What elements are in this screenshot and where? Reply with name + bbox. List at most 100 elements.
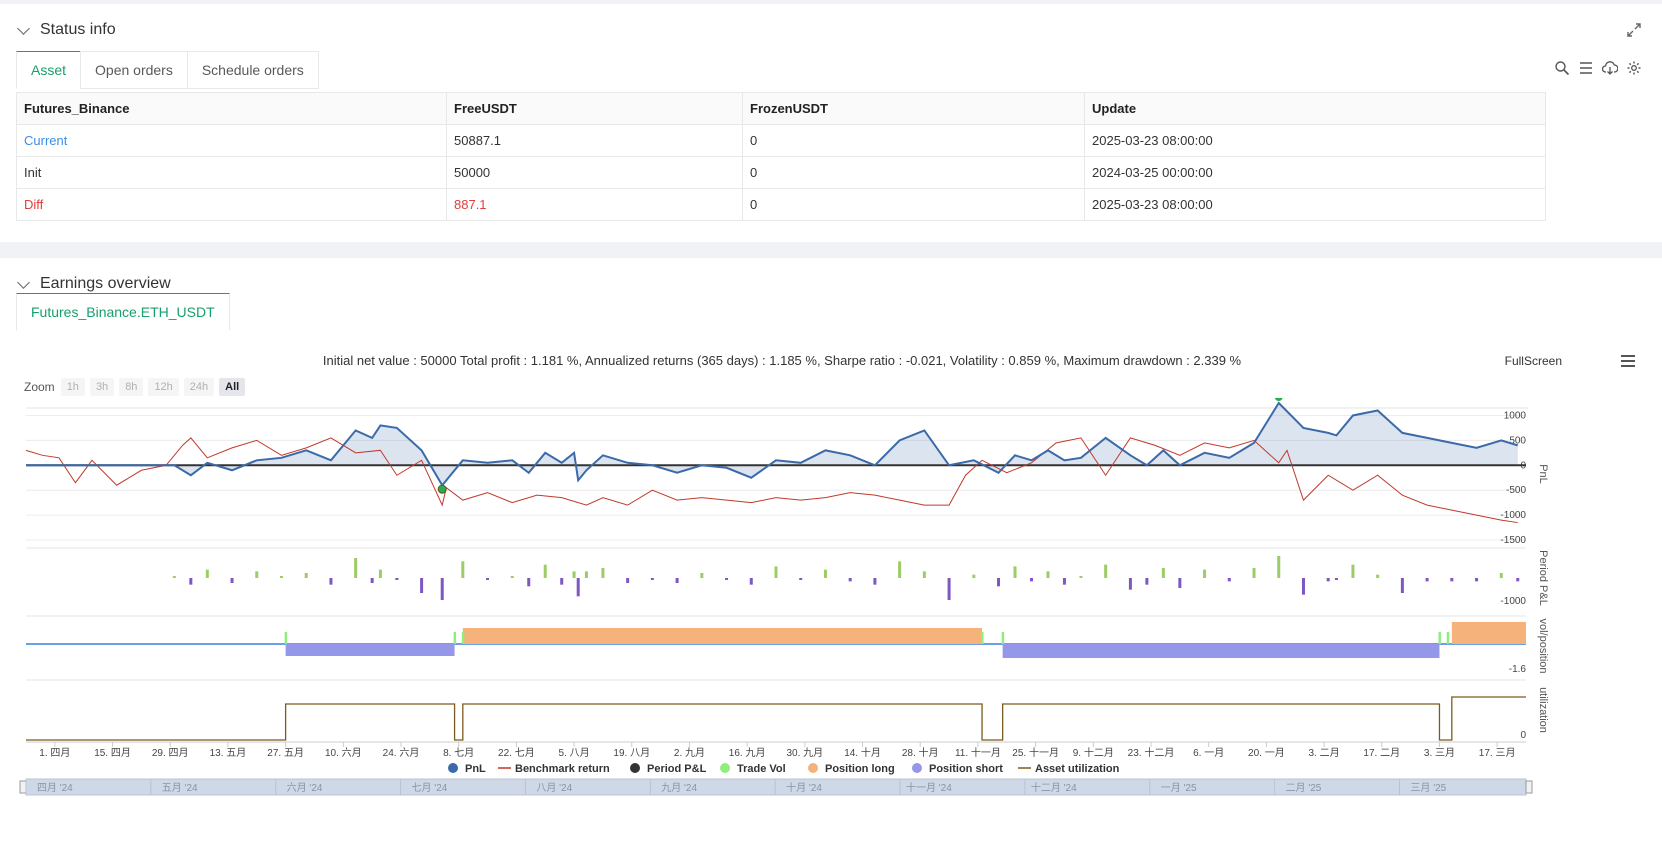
period-pnl-bar [205,569,209,578]
tab-futures-binance-eth-usdt[interactable]: Futures_Binance.ETH_USDT [16,293,230,331]
period-pnl-bar [774,566,778,578]
period-pnl-bar [1450,578,1454,582]
period-pnl-bar [1376,574,1380,578]
y-tick-label: 1000 [1504,410,1527,421]
legend-marker [808,763,818,773]
legend-item: Trade Vol [737,763,786,775]
row-label-diff: Diff [16,188,447,221]
x-tick-label: 14. 十月 [844,746,881,759]
navigator-label: 八月 '24 [536,782,572,794]
x-tick-label: 19. 八月 [613,747,650,759]
zoom-label: Zoom [24,380,55,394]
zoom-3h-button[interactable]: 3h [89,378,115,396]
table-row: Current 50887.1 0 2025-03-23 08:00:00 [16,124,1546,157]
x-tick-label: 5. 八月 [559,747,590,759]
x-tick-label: 2. 九月 [674,747,705,759]
period-pnl-bar [560,578,564,585]
tab-schedule-orders[interactable]: Schedule orders [186,51,319,89]
status-tabs: Asset Open orders Schedule orders [16,51,319,89]
table-cell: 2025-03-23 08:00:00 [1084,124,1546,157]
tab-open-orders[interactable]: Open orders [80,51,188,89]
fullscreen-expand-icon[interactable] [1626,22,1642,38]
table-cell: 50000 [446,156,743,189]
period-pnl-bar [1145,578,1149,585]
period-pnl-bar [1400,578,1404,593]
legend-item: Asset utilization [1035,763,1120,775]
navigator-label: 四月 '24 [37,782,73,794]
asset-table: Futures_Binance FreeUSDT FrozenUSDT Upda… [16,92,1546,221]
period-pnl-bar [1161,568,1165,578]
navigator-right-handle [1525,780,1533,794]
benchmark-line [25,437,1518,524]
period-pnl-bar [1227,578,1231,582]
x-tick-label: 16. 九月 [729,747,766,759]
zoom-8h-button[interactable]: 8h [119,378,144,396]
period-pnl-bar [461,561,465,578]
period-pnl-bar [749,578,753,585]
period-pnl-bar [572,571,576,578]
table-cell: 2025-03-23 08:00:00 [1084,188,1546,221]
navigator-label: 十一月 '24 [906,781,952,794]
search-icon[interactable] [1554,60,1570,76]
period-pnl-bar [440,578,444,600]
max-pnl-marker [1274,398,1283,402]
y-tick-label: 500 [1509,435,1526,446]
status-info-header[interactable]: Status info [16,18,116,42]
zoom-12h-button[interactable]: 12h [148,378,179,396]
navigator-left-handle [19,780,27,794]
period-pnl-bar [1499,573,1503,578]
y-tick-label: -1.6 [1509,664,1527,675]
period-pnl-bar [576,578,580,597]
x-tick-label: 17. 三月 [1479,747,1516,759]
panel-axis-title: PnL [1537,464,1549,484]
period-pnl-bar [873,578,877,585]
pnl-line [26,401,1519,487]
list-icon[interactable] [1578,60,1594,76]
column-header: FreeUSDT [446,92,743,125]
status-info-panel: Status info Asset Open orders Schedule o… [0,4,1662,242]
period-pnl-bar [543,564,547,578]
zoom-24h-button[interactable]: 24h [183,378,215,396]
panel-axis-title: vol/position [1537,618,1549,673]
table-cell: 50887.1 [446,124,743,157]
y-tick-label: -1000 [1500,596,1526,607]
period-pnl-bar [922,571,926,578]
period-pnl-bar [675,578,679,583]
legend-marker [912,763,922,773]
x-tick-label: 24. 六月 [383,747,420,759]
period-pnl-bar [947,578,951,600]
period-pnl-bar [1079,576,1083,578]
x-tick-label: 25. 十一月 [1012,746,1059,759]
row-label-init: Init [16,156,447,189]
earnings-overview-title: Earnings overview [40,275,171,292]
x-tick-label: 27. 五月 [267,747,304,759]
row-label-current: Current [16,124,447,157]
legend-item: Benchmark return [515,763,610,775]
period-pnl-bar [1326,578,1330,582]
y-tick-label: -500 [1506,485,1526,496]
table-header-row: Futures_Binance FreeUSDT FrozenUSDT Upda… [16,92,1546,125]
legend-item: Position long [825,763,895,775]
earnings-overview-header[interactable]: Earnings overview [16,272,171,296]
zoom-1h-button[interactable]: 1h [60,378,85,396]
tab-asset[interactable]: Asset [16,51,82,89]
column-header: FrozenUSDT [742,92,1085,125]
chart-menu-icon[interactable] [1620,354,1636,368]
y-tick-label: 0 [1520,730,1526,741]
zoom-all-button[interactable]: All [219,378,246,396]
panel-axis-title: Period P&L [1537,550,1549,606]
collapse-chevron-icon[interactable] [17,21,30,35]
cloud-download-icon[interactable] [1602,60,1618,76]
fullscreen-button[interactable]: FullScreen [1504,354,1562,368]
y-tick-label: -1000 [1500,510,1526,521]
collapse-chevron-icon[interactable] [17,275,30,289]
x-tick-label: 22. 七月 [498,747,535,759]
trade-vol-bar [1438,632,1441,644]
position-long-block [1451,622,1526,644]
gear-icon[interactable] [1626,60,1642,76]
period-pnl-bar [1178,578,1182,588]
period-pnl-bar [972,574,976,578]
table-row: Diff 887.1 0 2025-03-23 08:00:00 [16,188,1546,221]
earnings-chart[interactable]: 1000 500 0 -500 -1000 -1500 PnL -1000 Period P&L… [0,398,1662,847]
table-cell: 2024-03-25 00:00:00 [1084,156,1546,189]
